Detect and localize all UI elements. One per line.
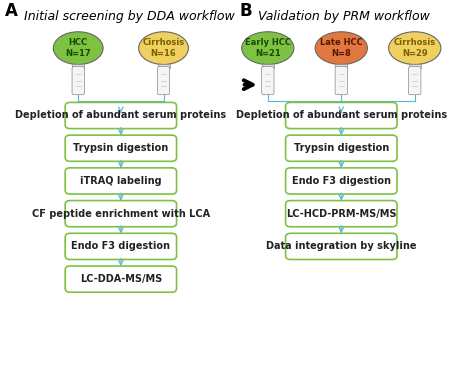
Text: iTRAQ labeling: iTRAQ labeling bbox=[80, 176, 162, 186]
Text: Data integration by skyline: Data integration by skyline bbox=[266, 241, 417, 251]
Text: B: B bbox=[239, 2, 252, 20]
Text: Trypsin digestion: Trypsin digestion bbox=[294, 143, 389, 153]
FancyBboxPatch shape bbox=[262, 67, 274, 95]
Text: Depletion of abundant serum proteins: Depletion of abundant serum proteins bbox=[236, 110, 447, 121]
FancyBboxPatch shape bbox=[262, 64, 274, 68]
Text: A: A bbox=[5, 2, 18, 20]
Text: Cirrhosis
N=29: Cirrhosis N=29 bbox=[394, 38, 436, 58]
Ellipse shape bbox=[54, 32, 103, 64]
FancyBboxPatch shape bbox=[65, 102, 176, 129]
Ellipse shape bbox=[315, 32, 367, 64]
FancyBboxPatch shape bbox=[335, 67, 347, 95]
Text: LC-DDA-MS/MS: LC-DDA-MS/MS bbox=[80, 274, 162, 284]
FancyBboxPatch shape bbox=[72, 64, 84, 68]
FancyBboxPatch shape bbox=[285, 135, 397, 161]
FancyBboxPatch shape bbox=[285, 102, 397, 129]
FancyBboxPatch shape bbox=[409, 67, 421, 95]
FancyBboxPatch shape bbox=[285, 233, 397, 259]
Text: Trypsin digestion: Trypsin digestion bbox=[73, 143, 168, 153]
Text: LC-HCD-PRM-MS/MS: LC-HCD-PRM-MS/MS bbox=[286, 209, 397, 219]
FancyBboxPatch shape bbox=[65, 233, 176, 259]
Ellipse shape bbox=[138, 32, 188, 64]
Text: Late HCC
N=8: Late HCC N=8 bbox=[320, 38, 363, 58]
FancyBboxPatch shape bbox=[65, 135, 176, 161]
FancyBboxPatch shape bbox=[285, 201, 397, 227]
Text: Early HCC
N=21: Early HCC N=21 bbox=[245, 38, 291, 58]
FancyBboxPatch shape bbox=[65, 266, 176, 292]
Ellipse shape bbox=[242, 32, 294, 64]
FancyBboxPatch shape bbox=[65, 201, 176, 227]
Text: CF peptide enrichment with LCA: CF peptide enrichment with LCA bbox=[32, 209, 210, 219]
FancyBboxPatch shape bbox=[72, 67, 84, 95]
Text: Cirrhosis
N=16: Cirrhosis N=16 bbox=[143, 38, 184, 58]
FancyBboxPatch shape bbox=[157, 64, 170, 68]
Text: Validation by PRM workflow: Validation by PRM workflow bbox=[258, 10, 430, 23]
FancyBboxPatch shape bbox=[285, 168, 397, 194]
Text: Depletion of abundant serum proteins: Depletion of abundant serum proteins bbox=[15, 110, 227, 121]
FancyBboxPatch shape bbox=[65, 168, 176, 194]
FancyBboxPatch shape bbox=[157, 67, 170, 95]
FancyBboxPatch shape bbox=[335, 64, 347, 68]
Text: HCC
N=17: HCC N=17 bbox=[65, 38, 91, 58]
Ellipse shape bbox=[389, 32, 441, 64]
Text: Initial screening by DDA workflow: Initial screening by DDA workflow bbox=[24, 10, 235, 23]
FancyBboxPatch shape bbox=[409, 64, 421, 68]
Text: Endo F3 digestion: Endo F3 digestion bbox=[72, 241, 170, 251]
Text: Endo F3 digestion: Endo F3 digestion bbox=[292, 176, 391, 186]
